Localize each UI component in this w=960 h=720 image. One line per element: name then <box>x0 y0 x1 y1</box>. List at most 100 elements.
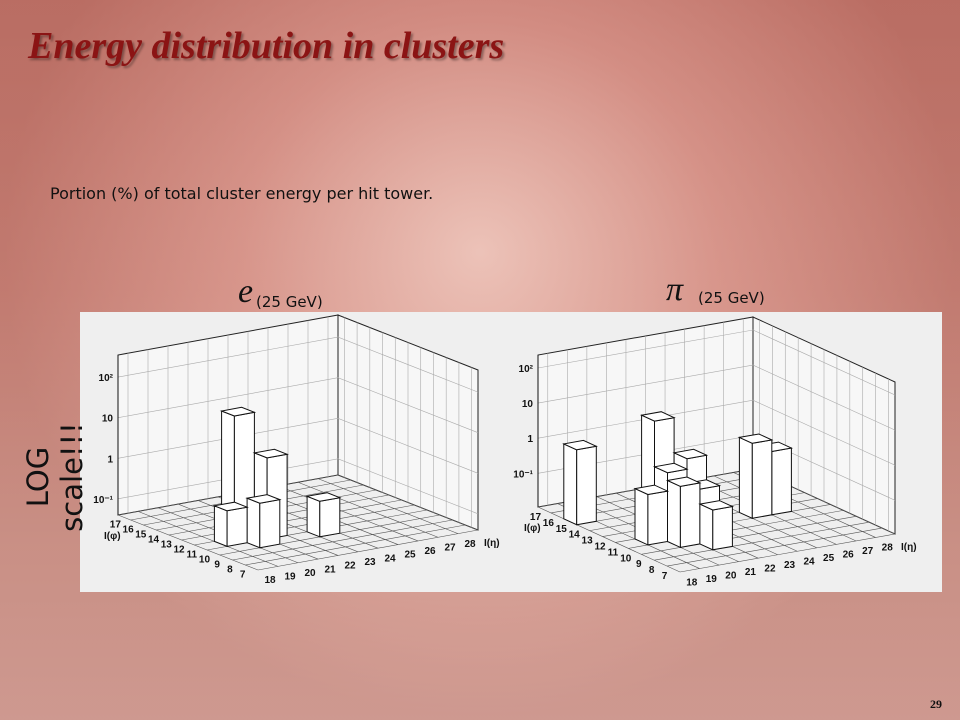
bar-side <box>563 443 578 526</box>
bar-top <box>672 448 709 460</box>
bar-front <box>712 505 733 551</box>
bar <box>737 433 774 520</box>
floor-grid <box>117 514 259 571</box>
z-grid-line <box>117 377 479 433</box>
x-tick-label: 22 <box>764 563 776 574</box>
z-grid-line <box>117 336 479 393</box>
x-tick-label: 24 <box>803 557 815 568</box>
y-tick-label: 9 <box>636 559 642 570</box>
z-tick-label: 10² <box>519 364 534 375</box>
y-tick-label: 17 <box>530 512 542 523</box>
y-tick-label: 17 <box>110 520 122 531</box>
bar-top <box>633 484 670 496</box>
y-tick-label: 15 <box>135 530 147 541</box>
x-tick-label: 21 <box>324 564 336 575</box>
bar-top <box>305 492 342 502</box>
bar-front <box>751 439 773 519</box>
y-tick-label: 13 <box>161 540 173 551</box>
bar <box>212 501 249 548</box>
y-tick-label: 7 <box>240 570 246 581</box>
bar <box>665 476 702 549</box>
x-tick-label: 26 <box>424 546 436 557</box>
bar-front <box>226 506 248 548</box>
bar-side <box>246 497 261 549</box>
x-axis-label: I(η) <box>484 538 500 549</box>
x-tick-label: 27 <box>444 542 456 553</box>
bar <box>698 500 735 551</box>
bar-top <box>737 433 774 444</box>
floor-grid <box>667 527 883 567</box>
y-tick-label: 12 <box>173 545 185 556</box>
x-tick-label: 21 <box>745 567 757 578</box>
x-tick-label: 20 <box>304 568 316 579</box>
bar-side <box>667 479 681 549</box>
z-tick-label: 1 <box>107 454 113 465</box>
subtitle: Portion (%) of total cluster energy per … <box>50 184 434 203</box>
bar <box>562 439 598 526</box>
y-tick-label: 16 <box>543 518 555 529</box>
bar <box>245 494 282 549</box>
z-tick-label: 10⁻¹ <box>513 469 533 480</box>
y-tick-label: 15 <box>556 524 568 535</box>
plot-label: (25 GeV) <box>698 289 765 307</box>
plot-symbol: π <box>666 271 684 308</box>
x-tick-label: 18 <box>686 577 698 588</box>
floor-grid <box>232 519 453 561</box>
x-tick-label: 23 <box>784 560 796 571</box>
y-tick-label: 11 <box>608 547 619 558</box>
plot-label: (25 GeV) <box>256 293 323 311</box>
x-tick-label: 26 <box>843 550 855 561</box>
y-tick-label: 16 <box>123 525 135 536</box>
floor-grid <box>137 511 279 567</box>
z-grid-line <box>537 364 896 431</box>
floor-grid <box>654 521 870 561</box>
bar-top <box>698 500 735 511</box>
x-tick-label: 28 <box>882 543 894 554</box>
z-grid-line <box>537 399 896 466</box>
bar-front <box>679 482 701 548</box>
y-tick-label: 8 <box>227 565 233 576</box>
bar-top <box>219 406 257 417</box>
bar-front <box>319 497 341 538</box>
bar-front <box>647 490 668 546</box>
x-tick-label: 20 <box>725 570 737 581</box>
x-tick-label: 27 <box>862 546 874 557</box>
bar <box>305 492 342 538</box>
x-tick-label: 25 <box>823 553 835 564</box>
y-tick-label: 13 <box>582 536 594 547</box>
bar-top <box>665 476 702 487</box>
floor-grid <box>297 481 439 538</box>
page-number: 29 <box>930 697 942 711</box>
z-tick-label: 10² <box>99 373 114 384</box>
floor-grid <box>257 529 479 571</box>
bar-side <box>634 487 649 546</box>
y-tick-label: 9 <box>214 560 220 571</box>
bar-side <box>699 503 714 551</box>
side-note: LOG scale!!! <box>21 422 89 532</box>
floor-grid <box>277 485 419 542</box>
y-tick-label: 12 <box>594 542 606 553</box>
bar-top <box>652 462 689 474</box>
y-tick-label: 11 <box>186 550 197 561</box>
floor-grid <box>317 478 459 534</box>
z-grid-line <box>537 329 896 396</box>
floor-grid <box>537 506 681 573</box>
z-grid-line <box>117 458 479 515</box>
bar-front <box>771 447 792 516</box>
floor-grid <box>679 533 896 573</box>
y-tick-label: 8 <box>649 565 655 576</box>
z-tick-label: 10 <box>102 414 114 425</box>
y-tick-label: 14 <box>148 535 160 546</box>
bar-top <box>639 411 676 422</box>
y-tick-label: 7 <box>662 571 668 582</box>
bar-front <box>259 499 281 549</box>
x-axis-label: I(η) <box>901 542 917 553</box>
x-tick-label: 25 <box>404 550 416 561</box>
x-tick-label: 23 <box>364 557 376 568</box>
x-tick-label: 19 <box>284 572 296 583</box>
slide-title: Energy distribution in clusters <box>28 25 505 67</box>
x-tick-label: 18 <box>264 575 276 586</box>
bar-side <box>213 505 228 548</box>
z-tick-label: 10 <box>522 399 534 410</box>
